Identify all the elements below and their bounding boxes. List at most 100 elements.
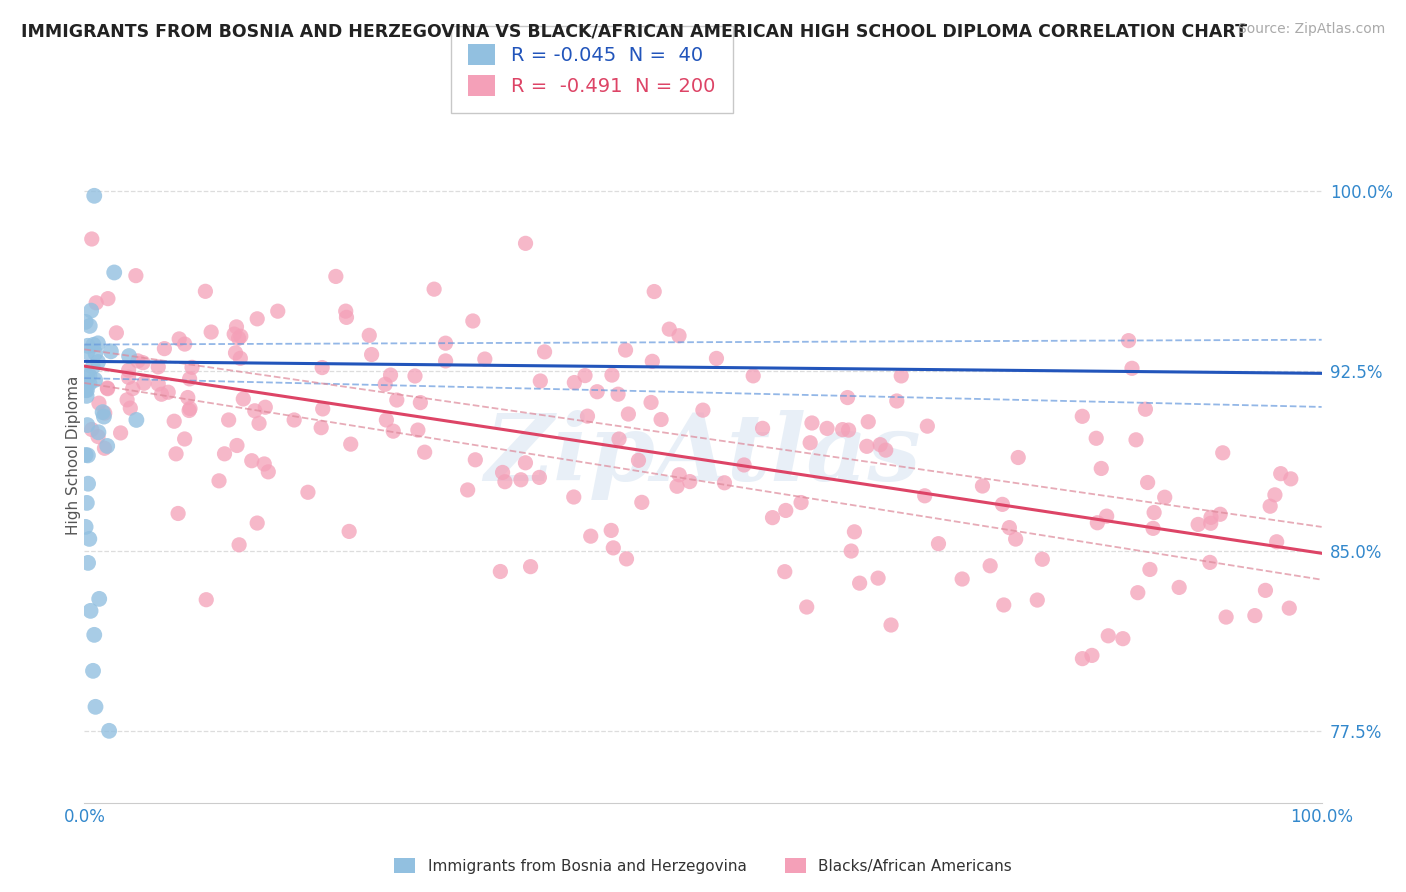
Point [617,407,640,421]
Point [84,699,107,714]
Point [890,368,912,383]
Point [243,404,266,418]
Point [1265,534,1288,549]
Point [80,303,103,318]
Point [614,343,637,357]
Point [1112,632,1135,646]
Point [413,445,436,459]
Point [1244,608,1267,623]
Point [96,381,118,395]
Point [87,425,110,440]
Point [229,329,252,343]
Point [312,401,335,416]
Point [1085,431,1108,445]
Point [733,458,755,472]
Point [200,325,222,339]
Point [125,413,148,427]
Point [267,304,290,318]
Point [87,429,110,443]
Point [1118,334,1140,348]
Point [77,556,100,570]
Point [97,292,120,306]
Point [82,359,104,374]
Point [167,332,190,346]
Point [409,395,432,409]
Point [148,377,170,392]
Point [668,328,690,343]
Point [1090,461,1112,475]
Point [208,474,231,488]
Point [337,524,360,539]
Point [1143,506,1166,520]
Point [868,571,890,585]
Point [950,572,973,586]
Point [1199,516,1222,531]
Point [103,265,125,279]
Point [311,360,333,375]
Point [359,328,381,343]
Point [529,470,551,484]
Point [165,447,187,461]
Point [692,403,714,417]
Point [89,591,111,606]
Point [838,423,860,437]
Point [75,315,97,329]
Point [529,374,551,388]
Point [515,236,537,251]
Point [80,232,103,246]
Point [509,473,531,487]
Point [627,453,650,467]
Point [991,497,1014,511]
Point [82,664,104,678]
Point [335,304,357,318]
Point [869,437,891,451]
Point [1095,509,1118,524]
Point [83,628,105,642]
Point [742,368,765,383]
Point [856,439,879,453]
Point [76,339,98,353]
Point [77,449,100,463]
Point [464,452,486,467]
Point [1136,475,1159,490]
Point [228,331,250,345]
Point [489,565,512,579]
Text: IMMIGRANTS FROM BOSNIA AND HERZEGOVINA VS BLACK/AFRICAN AMERICAN HIGH SCHOOL DIP: IMMIGRANTS FROM BOSNIA AND HERZEGOVINA V… [21,22,1247,40]
Point [93,409,115,424]
Point [96,439,118,453]
Point [87,355,110,369]
Point [1097,629,1119,643]
Point [132,356,155,370]
Point [1199,510,1222,524]
Point [875,443,897,458]
Point [246,516,269,530]
Point [84,295,107,310]
Point [457,483,479,497]
Point [616,552,638,566]
Point [79,318,101,333]
Point [917,419,939,434]
Point [1258,499,1281,513]
Point [179,403,201,417]
Point [607,432,630,446]
Point [600,524,623,538]
Point [1071,651,1094,665]
Point [1031,552,1053,566]
Point [434,336,457,351]
Point [153,342,176,356]
Point [914,489,936,503]
Point [1004,532,1026,546]
Point [406,423,429,437]
Point [761,510,783,524]
Point [1264,488,1286,502]
Point [76,345,98,359]
Point [225,346,247,360]
Point [640,395,662,409]
Point [1026,593,1049,607]
Point [127,354,149,368]
Point [83,189,105,203]
Point [240,454,263,468]
Point [380,368,402,382]
Point [643,285,665,299]
Point [1209,508,1232,522]
